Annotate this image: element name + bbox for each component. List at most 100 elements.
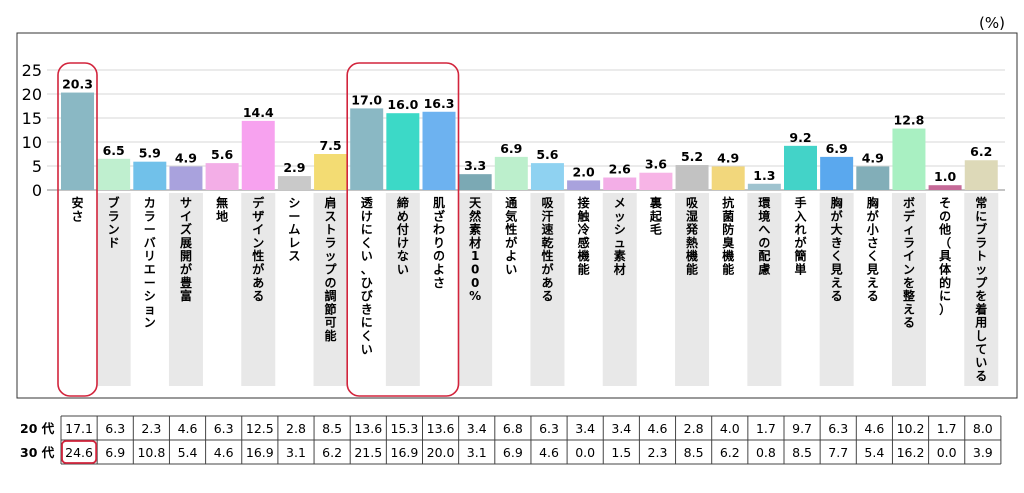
category-bg-13	[530, 193, 565, 386]
table-cell-1-21: 7.7	[828, 445, 848, 460]
bar-6	[277, 176, 311, 190]
value-label-11: 3.3	[464, 158, 486, 173]
category-bg-21	[819, 193, 854, 386]
table-cell-1-20: 8.5	[792, 445, 812, 460]
table-cell-1-13: 4.6	[539, 445, 559, 460]
value-label-13: 5.6	[536, 147, 558, 162]
table-cell-1-19: 0.8	[756, 445, 776, 460]
table-cell-1-3: 5.4	[178, 445, 198, 460]
y-axis-ticks: 25 20 15 10 5 0	[22, 61, 42, 200]
table-cell-1-18: 6.2	[720, 445, 740, 460]
bar-3	[169, 166, 203, 190]
table-cell-0-9: 15.3	[391, 421, 419, 436]
bar-8	[350, 108, 384, 190]
value-label-25: 6.2	[970, 144, 992, 159]
table-cell-0-16: 4.6	[648, 421, 668, 436]
category-label-2: カラーバリエーション	[144, 196, 156, 330]
value-label-17: 5.2	[681, 149, 703, 164]
highlight-box-1	[346, 62, 460, 397]
value-label-19: 1.3	[753, 168, 775, 183]
bar-20	[784, 145, 817, 190]
category-label-14: 接触冷感機能	[578, 195, 590, 277]
table-row-label-1: 30 代	[20, 445, 55, 460]
category-label-4: 無地	[216, 195, 228, 223]
y-tick-label-4: 5	[32, 157, 42, 176]
table-cell-1-22: 5.4	[864, 445, 884, 460]
unit-label: (%)	[979, 14, 1005, 32]
value-label-18: 4.9	[717, 150, 739, 165]
category-bg-7	[313, 193, 348, 386]
table-cell-1-8: 21.5	[354, 445, 382, 460]
bar-11	[458, 174, 492, 190]
data-table: 20 代 17.1 6.3 2.3 4.6 6.3 12.5 2.8 8.5 13.6 15.3 13…	[20, 415, 1002, 465]
table-cell-0-8: 13.6	[354, 421, 382, 436]
category-label-18: 抗菌防臭機能	[722, 195, 734, 277]
value-label-23: 12.8	[894, 113, 925, 128]
y-tick-label-2: 15	[22, 109, 42, 128]
table-cell-1-12: 6.9	[503, 445, 523, 460]
bar-23	[892, 128, 926, 190]
bar-13	[530, 163, 564, 190]
y-tick-label-0: 25	[22, 61, 42, 80]
bar-4	[205, 163, 239, 190]
value-label-9: 16.0	[387, 97, 418, 112]
table-cell-0-15: 3.4	[611, 421, 631, 436]
bar-15	[603, 177, 637, 190]
category-label-15: メッシュ素材	[613, 196, 626, 277]
table-cell-0-18: 4.0	[720, 421, 740, 436]
table-cell-1-17: 8.5	[684, 445, 704, 460]
category-bg-25	[964, 193, 999, 386]
chart-frame	[16, 32, 1018, 399]
value-label-15: 2.6	[609, 162, 631, 177]
category-label-23: ボディラインを整える	[902, 195, 916, 330]
table-cell-0-3: 4.6	[178, 421, 198, 436]
value-label-2: 5.9	[139, 146, 161, 161]
table-cell-1-16: 2.3	[648, 445, 668, 460]
category-labels: 安さ ブランド カラーバリエーション サイズ展開が豊富 無地 デザイン性がある シームレス 肩…	[71, 195, 988, 383]
bars	[61, 92, 998, 190]
table-cell-1-25: 3.9	[973, 445, 993, 460]
category-label-3: サイズ展開が豊富	[180, 196, 192, 303]
table-cell-0-14: 3.4	[575, 421, 595, 436]
bar-21	[820, 156, 854, 190]
bar-5	[241, 120, 275, 190]
bar-16	[639, 172, 673, 190]
category-label-22: 胸が小さく見える	[866, 195, 879, 303]
category-bg-23	[891, 193, 926, 386]
bar-25	[964, 160, 998, 190]
bar-12	[494, 156, 528, 190]
table-cell-0-13: 6.3	[539, 421, 559, 436]
category-label-16: 裏起毛	[649, 195, 663, 237]
highlight-box-0	[57, 62, 98, 397]
table-cell-0-1: 6.3	[105, 421, 125, 436]
table-cell-0-2: 2.3	[141, 421, 161, 436]
table-cell-1-24: 0.0	[937, 445, 957, 460]
bar-2	[133, 161, 167, 190]
table-cell-0-5: 12.5	[246, 421, 274, 436]
bar-9	[386, 113, 420, 190]
category-bg-11	[458, 193, 493, 386]
table-cell-0-7: 8.5	[322, 421, 342, 436]
value-label-12: 6.9	[500, 141, 522, 156]
bar-10	[422, 111, 456, 190]
category-label-17: 吸湿発熱機能	[685, 196, 699, 277]
category-label-6: シームレス	[288, 196, 300, 263]
bar-17	[675, 165, 709, 190]
category-label-1: ブランド	[108, 195, 120, 250]
category-bg-17	[675, 193, 710, 386]
table-cell-0-4: 6.3	[214, 421, 234, 436]
bar-14	[567, 180, 601, 190]
table-row-label-0: 20 代	[20, 421, 55, 436]
category-label-19: 環境への配慮	[758, 196, 771, 277]
value-labels: 20.3 6.5 5.9 4.9 5.6 14.4 2.9 7.5 17.0 16.0 16.3 3.…	[62, 77, 992, 185]
table-cell-0-24: 1.7	[937, 421, 957, 436]
value-label-14: 2.0	[573, 164, 595, 179]
table-cell-1-14: 0.0	[575, 445, 595, 460]
category-bg-19	[747, 193, 782, 386]
table-cell-0-0: 17.1	[65, 421, 93, 436]
table-cell-1-0: 24.6	[65, 445, 93, 460]
table-cell-0-22: 4.6	[864, 421, 884, 436]
table-cell-0-19: 1.7	[756, 421, 776, 436]
bar-24	[928, 185, 962, 190]
